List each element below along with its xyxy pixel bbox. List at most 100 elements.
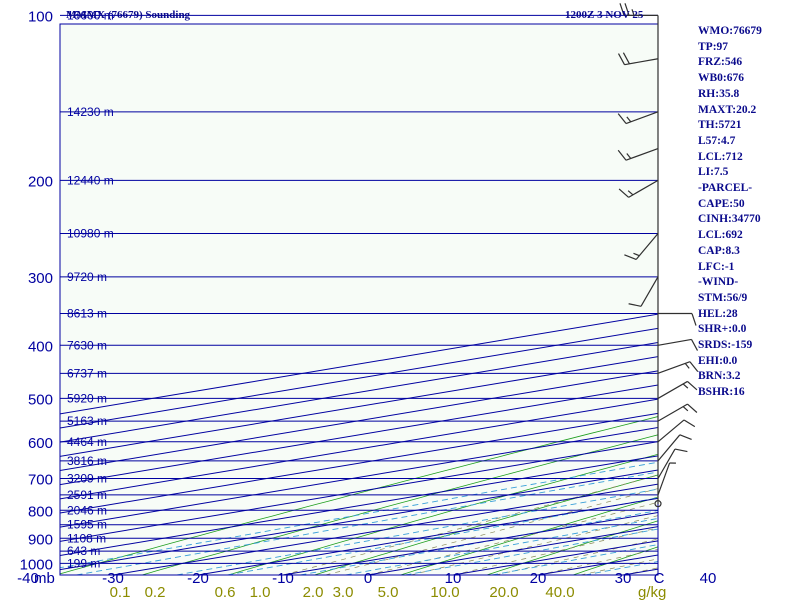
mixing-ratio-tick-label: 20.0 [489, 584, 518, 600]
isotherm-line [60, 426, 658, 528]
wind-barb-half-flag [631, 9, 635, 16]
wind-barb-half-flag [682, 383, 689, 389]
chart-title: MMMX (76679) Sounding [66, 9, 191, 21]
isobars [59, 14, 659, 576]
height-label: 1108 m [67, 531, 106, 545]
wind-barb-flag [690, 339, 699, 351]
wind-barb-staff [657, 448, 676, 479]
wind-barb-flag [617, 113, 627, 124]
wind-barb [618, 179, 659, 198]
stat-item: HEL:28 [698, 307, 738, 320]
wind-barb-staff [657, 361, 691, 374]
chart-datetime: 1200Z 3 NOV 25 [565, 9, 644, 21]
stat-item: WMO:76679 [698, 25, 762, 37]
mixing-ratio-lines [60, 461, 658, 575]
pressure-tick-label: 100 [28, 8, 53, 25]
wind-barb [657, 434, 692, 462]
wind-barb-staff [657, 434, 681, 462]
mixing-ratio-unit-label: g/kg [638, 584, 666, 600]
wind-barb [654, 500, 662, 508]
isotherm-line [60, 469, 658, 571]
wind-barb [657, 338, 699, 351]
isotherm-line [60, 398, 658, 500]
height-label: 7630 m [67, 338, 107, 352]
mixing-ratio-tick-label: 10.0 [430, 584, 459, 600]
wind-barb [657, 448, 688, 479]
moist-adiabat-line [325, 488, 658, 575]
wind-barb [617, 52, 659, 66]
wind-barb-flag [687, 403, 698, 413]
wind-barb-staff [640, 276, 659, 307]
mixing-ratio-tick-label: 0.2 [145, 584, 166, 600]
wind-barb [658, 312, 697, 326]
stat-item: LCL:692 [698, 229, 743, 242]
mixing-ratio-tick-label: 5.0 [378, 584, 399, 600]
calm-wind-circle [654, 500, 662, 508]
wind-barb-half-flag [684, 363, 690, 369]
wind-barb-staff [657, 419, 685, 443]
wind-barb-flag [687, 380, 698, 391]
isotherm-line [60, 441, 658, 542]
wind-barb-staff [624, 58, 659, 66]
stat-item: TP:97 [698, 40, 729, 53]
dry-adiabat-line [141, 434, 658, 575]
wind-barb-flag [674, 448, 688, 453]
height-label: 5920 m [67, 391, 107, 405]
mixing-ratio-tick-label: 2.0 [303, 584, 324, 600]
isotherms [60, 313, 658, 575]
mixing-ratio-tick-label: 3.0 [333, 584, 354, 600]
wind-barb [628, 276, 659, 307]
stat-item: -WIND- [698, 276, 739, 289]
temperature-tick-label: 0 [364, 570, 372, 587]
temperature-tick-label: 10 [445, 570, 462, 587]
height-label: 10980 m [67, 226, 114, 240]
temperature-tick-label: -10 [272, 570, 294, 587]
stat-item: L57:4.7 [698, 134, 736, 147]
stat-item: -PARCEL- [698, 182, 753, 195]
wind-barb-flag [628, 303, 642, 307]
plot-background [60, 24, 658, 575]
stat-item: STM:56/9 [698, 291, 748, 304]
isotherm-line [60, 455, 658, 557]
wind-barb-flag [691, 313, 697, 326]
mixing-ratio-line [492, 544, 658, 575]
pressure-tick-label: 300 [28, 270, 53, 287]
stats-panel: WMO:76679 TP:97 FRZ:546 WB0:676 RH:35.8 MAXT:… [698, 24, 762, 401]
temperature-unit-label: C [654, 570, 665, 587]
wind-barbs [617, 3, 699, 508]
wind-barb-flag [683, 419, 696, 428]
wind-barb [657, 462, 676, 496]
wind-barb [617, 111, 659, 125]
isotherm-line [60, 412, 658, 514]
wind-barb-staff [628, 179, 659, 198]
wind-barb-staff [657, 462, 671, 496]
pressure-tick-label: 1000 [20, 556, 53, 573]
wind-barb-flag [617, 53, 626, 65]
wind-barb [617, 147, 659, 161]
wind-barb-flag [689, 361, 699, 372]
temperature-tick-label: -20 [187, 570, 209, 587]
temperature-tick-label: -40 [17, 570, 39, 587]
height-label: 8613 m [67, 307, 107, 321]
height-label: 9720 m [67, 270, 107, 284]
height-label: 3816 m [67, 454, 107, 468]
stat-item: CINH:34770 [698, 213, 761, 226]
stat-item: BSHR:16 [698, 386, 745, 399]
height-label: 12440 m [67, 173, 114, 187]
pressure-tick-label: 400 [28, 338, 53, 355]
pressure-tick-label: 600 [28, 435, 53, 452]
wind-barb-staff [635, 233, 659, 260]
mixing-ratio-line [300, 510, 658, 575]
mixing-ratio-tick-label: 40.0 [545, 584, 574, 600]
wind-barb-staff [625, 111, 659, 125]
height-label: 2046 m [67, 503, 107, 517]
height-label: 14230 m [67, 105, 114, 119]
wind-barb-staff [625, 147, 659, 161]
dry-adiabat-line [60, 416, 658, 575]
height-label: 2591 m [67, 488, 107, 502]
mixing-ratio-tick-label: 0.1 [110, 584, 131, 600]
temperature-tick-label: -30 [102, 570, 124, 587]
wind-barb [657, 403, 698, 422]
stat-item: TH:5721 [698, 119, 742, 132]
stat-item: MAXT:20.2 [698, 103, 757, 116]
